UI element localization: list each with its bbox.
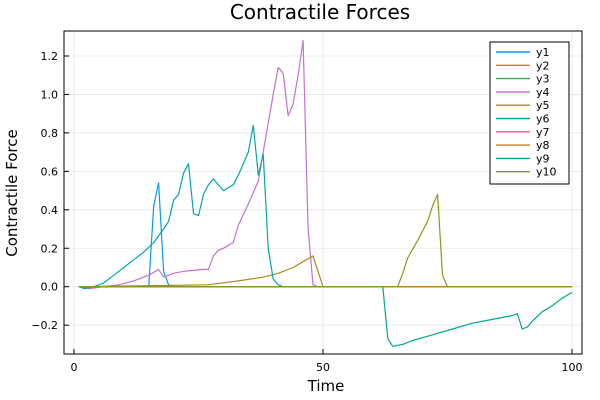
legend-label-y3: y3 xyxy=(536,73,550,86)
y-tick-label: 1.2 xyxy=(41,50,59,63)
legend-label-y4: y4 xyxy=(536,86,550,99)
y-tick-label: 0.0 xyxy=(41,281,59,294)
y-tick-label: 0.8 xyxy=(41,127,59,140)
y-tick-label: 1.0 xyxy=(41,88,59,101)
y-tick-label: 0.4 xyxy=(41,204,59,217)
legend-label-y10: y10 xyxy=(536,166,557,179)
series-line-y6 xyxy=(78,124,572,290)
x-tick-label: 100 xyxy=(562,361,583,374)
y-axis-label: Contractile Force xyxy=(3,129,21,256)
legend-label-y6: y6 xyxy=(536,113,550,126)
series-lines xyxy=(78,39,573,347)
legend-label-y5: y5 xyxy=(536,99,550,112)
chart-title: Contractile Forces xyxy=(230,0,410,24)
y-tick-label: 0.2 xyxy=(41,242,59,255)
y-tick-label: 0.6 xyxy=(41,165,59,178)
series-line-y10 xyxy=(78,193,572,288)
y-tick-label: −0.2 xyxy=(31,319,58,332)
legend-label-y8: y8 xyxy=(536,139,550,152)
series-line-y9 xyxy=(78,286,573,347)
axis-ticks: 0 50 100 −0.2 0.0 0.2 0.4 0.6 0.8 1.0 1.2 xyxy=(31,50,582,374)
legend-label-y7: y7 xyxy=(536,126,550,139)
legend-label-y1: y1 xyxy=(536,46,550,59)
x-tick-label: 0 xyxy=(70,361,77,374)
legend-label-y2: y2 xyxy=(536,59,550,72)
legend-label-y9: y9 xyxy=(536,152,550,165)
legend-box xyxy=(489,41,570,185)
series-line-y4 xyxy=(78,39,572,290)
x-axis-label: Time xyxy=(307,377,345,395)
x-tick-label: 50 xyxy=(316,361,330,374)
